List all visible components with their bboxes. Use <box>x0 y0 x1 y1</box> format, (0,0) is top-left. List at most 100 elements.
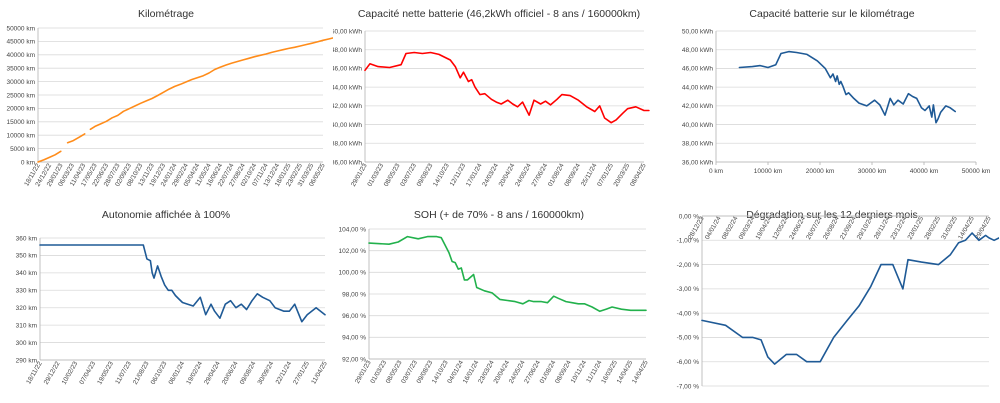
x-tick-label: 06/10/23 <box>150 360 169 386</box>
y-tick-label: 102,00 % <box>339 248 367 255</box>
series-line <box>89 37 333 131</box>
x-tick-label: 50000 km <box>962 168 991 175</box>
y-tick-label: 20000 km <box>6 106 35 113</box>
y-tick-label: 38,00 kWh <box>682 141 713 148</box>
y-tick-label: 45000 km <box>6 39 35 46</box>
y-tick-label: 42,00 kWh <box>682 103 713 110</box>
x-tick-label: 30/09/24 <box>257 360 276 386</box>
y-tick-label: 350 km <box>16 253 37 260</box>
y-tick-label: 40,00 kWh <box>682 122 713 129</box>
x-tick-label: 40000 km <box>910 168 939 175</box>
y-tick-label: 36,00 kWh <box>333 159 362 166</box>
series-line <box>66 133 86 144</box>
x-tick-label: 27/01/25 <box>292 360 311 386</box>
y-tick-label: -6,00 % <box>677 359 700 366</box>
series-line <box>39 244 326 323</box>
x-tick-label: 07/04/23 <box>78 360 97 386</box>
y-tick-label: 38,00 kWh <box>333 141 362 148</box>
chart-title: Autonomie affichée à 100% <box>102 209 230 221</box>
x-tick-label: 20000 km <box>806 168 835 175</box>
chart-autonomie: Autonomie affichée à 100% 290 km 300 km 310… <box>16 209 329 386</box>
y-tick-label: 100,00 % <box>339 270 367 277</box>
y-tick-label: 42,00 kWh <box>333 103 362 110</box>
y-tick-label: 0 km <box>21 159 35 166</box>
y-tick-label: 290 km <box>16 357 37 364</box>
series-line <box>364 51 650 124</box>
y-tick-label: 320 km <box>16 305 37 312</box>
y-tick-label: 15000 km <box>6 119 35 126</box>
y-tick-label: -4,00 % <box>677 310 700 317</box>
y-tick-label: -2,00 % <box>677 262 700 269</box>
y-tick-label: 330 km <box>16 288 37 295</box>
y-tick-label: 94,00 % <box>342 335 366 342</box>
series-line <box>37 150 62 163</box>
y-tick-label: 40,00 kWh <box>333 122 362 129</box>
y-tick-label: 46,00 kWh <box>682 66 713 73</box>
y-tick-label: 40000 km <box>6 52 35 59</box>
y-tick-label: 30000 km <box>6 79 35 86</box>
x-tick-label: 19/05/23 <box>96 360 115 386</box>
panel-capacite-km: Capacité batterie sur le kilométrage 36,0… <box>666 0 999 201</box>
chart-capacite-km: Capacité batterie sur le kilométrage 36,0… <box>682 8 991 175</box>
y-tick-label: 35000 km <box>6 66 35 73</box>
y-tick-label: -7,00 % <box>677 383 700 390</box>
x-tick-label: 22/11/24 <box>275 360 294 385</box>
panel-soh: SOH (+ de 70% - 8 ans / 160000km) 92,00 %… <box>333 201 666 402</box>
panel-kilometrage: Kilométrage 0 km 5000 km 10000 km 15000 km 20… <box>0 0 333 201</box>
chart-degradation: Dégradation sur les 12 derniers mois -7,0… <box>677 209 999 390</box>
y-tick-label: -5,00 % <box>677 335 700 342</box>
x-tick-label: 10/02/23 <box>61 360 80 386</box>
x-tick-label: 29/12/22 <box>43 360 62 386</box>
x-tick-label: 11/07/23 <box>114 360 133 385</box>
x-tick-label: 21/08/23 <box>132 360 151 386</box>
panel-capacite-nette: Capacité nette batterie (46,2kWh officie… <box>333 0 666 201</box>
chart-soh: SOH (+ de 70% - 8 ans / 160000km) 92,00 %… <box>339 209 650 385</box>
y-tick-label: 5000 km <box>10 146 35 153</box>
x-tick-label: 30000 km <box>858 168 887 175</box>
y-tick-label: 10000 km <box>6 133 35 140</box>
panel-autonomie: Autonomie affichée à 100% 290 km 300 km 310… <box>0 201 333 402</box>
chart-capacite-nette: Capacité nette batterie (46,2kWh officie… <box>333 8 650 188</box>
y-tick-label: 44,00 kWh <box>333 84 362 91</box>
y-tick-label: 310 km <box>16 322 37 329</box>
y-tick-label: 96,00 % <box>342 313 366 320</box>
y-tick-label: 0,00 % <box>679 213 699 220</box>
y-tick-label: 360 km <box>16 235 37 242</box>
x-tick-label: 11/04/25 <box>310 360 329 385</box>
y-tick-label: 340 km <box>16 270 37 277</box>
chart-title: SOH (+ de 70% - 8 ans / 160000km) <box>414 209 584 221</box>
y-tick-label: -3,00 % <box>677 286 700 293</box>
x-tick-label: 29/04/24 <box>203 360 222 386</box>
y-tick-label: 48,00 kWh <box>682 47 713 54</box>
chart-kilometrage: Kilométrage 0 km 5000 km 10000 km 15000 km 20… <box>6 8 333 188</box>
x-tick-label: 08/04/25 <box>629 162 648 188</box>
y-tick-label: 48,00 kWh <box>333 47 362 54</box>
series-line <box>738 50 957 124</box>
y-tick-label: 104,00 % <box>339 226 367 233</box>
series-line <box>701 232 999 365</box>
panel-degradation: Dégradation sur les 12 derniers mois -7,0… <box>666 201 999 402</box>
chart-title: Capacité nette batterie (46,2kWh officie… <box>358 8 640 20</box>
y-tick-label: 50,00 kWh <box>333 28 362 35</box>
y-tick-label: 92,00 % <box>342 356 366 363</box>
y-tick-label: 98,00 % <box>342 291 366 298</box>
y-tick-label: 50000 km <box>6 25 35 32</box>
chart-title: Capacité batterie sur le kilométrage <box>749 8 914 20</box>
y-tick-label: 25000 km <box>6 92 35 99</box>
x-tick-label: 19/02/24 <box>185 360 204 386</box>
x-tick-label: 06/01/24 <box>168 360 187 386</box>
series-line <box>368 235 647 313</box>
y-tick-label: 50,00 kWh <box>682 28 713 35</box>
x-tick-label: 09/08/24 <box>239 360 258 386</box>
y-tick-label: -1,00 % <box>677 238 700 245</box>
y-tick-label: 36,00 kWh <box>682 159 713 166</box>
chart-title: Dégradation sur les 12 derniers mois <box>746 209 918 221</box>
y-tick-label: 44,00 kWh <box>682 84 713 91</box>
x-tick-label: 0 km <box>709 168 723 175</box>
x-tick-label: 20/06/24 <box>221 360 240 386</box>
x-tick-label: 10000 km <box>754 168 783 175</box>
y-tick-label: 46,00 kWh <box>333 66 362 73</box>
chart-title: Kilométrage <box>138 8 194 20</box>
y-tick-label: 300 km <box>16 340 37 347</box>
